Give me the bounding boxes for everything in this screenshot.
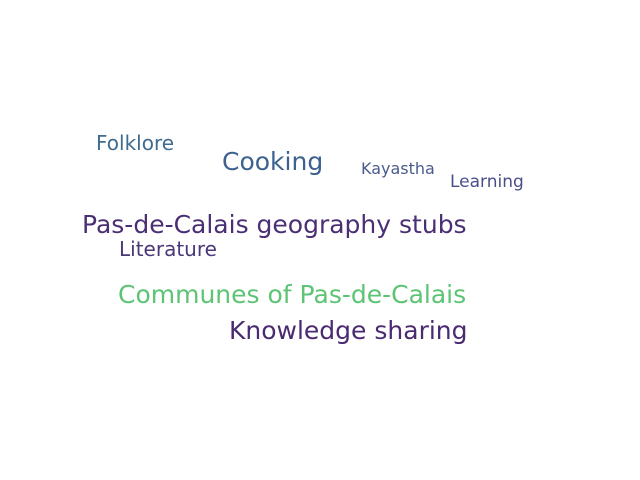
word-folklore: Folklore <box>96 131 175 155</box>
word-cooking: Cooking <box>222 147 324 176</box>
word-kayastha: Kayastha <box>361 159 435 178</box>
word-learning: Learning <box>450 172 524 192</box>
word-literature: Literature <box>119 237 217 261</box>
word-communes-of-pas-de-calais: Communes of Pas-de-Calais <box>118 280 467 309</box>
word-knowledge-sharing: Knowledge sharing <box>229 316 468 345</box>
word-pas-de-calais-geography-stubs: Pas-de-Calais geography stubs <box>82 210 467 239</box>
